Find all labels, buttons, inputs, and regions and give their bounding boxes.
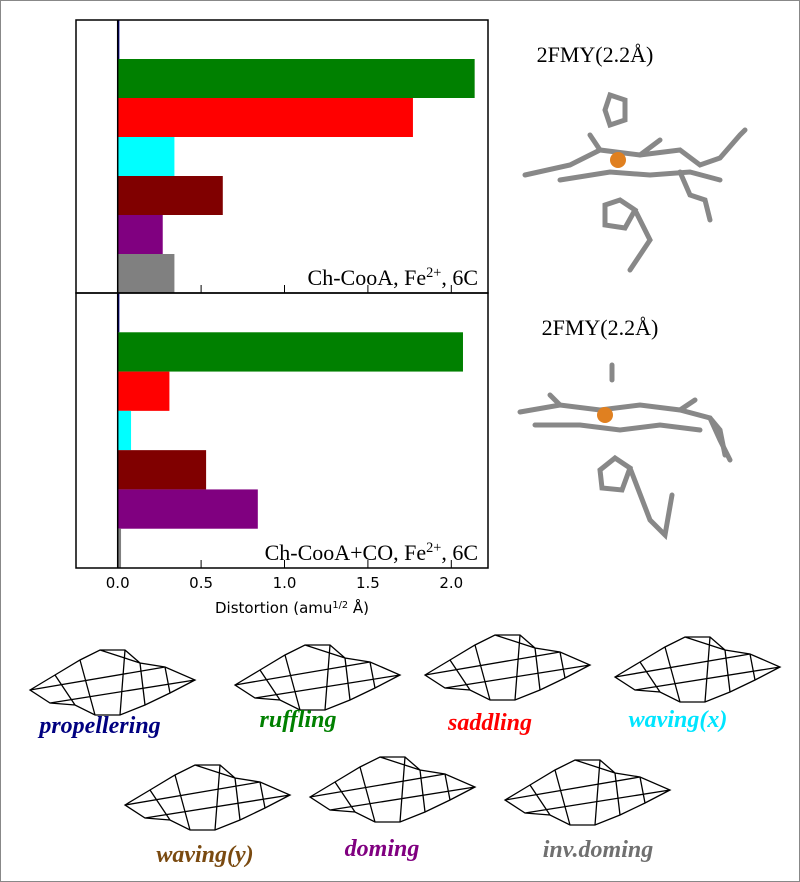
- bar: [117, 332, 463, 372]
- x-tick-label: 2.0: [439, 574, 463, 592]
- structure-label: 2FMY(2.2Å): [537, 42, 654, 67]
- mode-label: inv.doming: [543, 837, 653, 863]
- molecule-1: [522, 91, 748, 273]
- structure-label: 2FMY(2.2Å): [542, 315, 659, 340]
- text-part: 2+: [426, 265, 441, 281]
- mode-label: propellering: [37, 713, 160, 739]
- mode-sketch: [614, 636, 781, 703]
- bar: [117, 59, 475, 98]
- mode-label: saddling: [447, 710, 532, 736]
- bar: [117, 528, 122, 568]
- text-part: , 6C: [441, 540, 478, 565]
- mode-sketch: [309, 756, 476, 823]
- x-tick-label: 1.5: [356, 574, 380, 592]
- annotation: Ch-CooA+CO, Fe2+, 6C: [265, 540, 478, 565]
- mode-sketch: [234, 644, 401, 711]
- text-part: , 6C: [441, 265, 478, 290]
- annotation: Ch-CooA, Fe2+, 6C: [308, 265, 478, 290]
- bar: [117, 137, 175, 176]
- mode-label: doming: [345, 836, 420, 862]
- mode-sketch: [29, 649, 196, 716]
- bar: [117, 410, 132, 451]
- text-part: 2+: [426, 540, 441, 556]
- x-tick-label: 0.5: [189, 574, 213, 592]
- bar: [117, 215, 163, 254]
- mode-sketch: [504, 759, 671, 826]
- annotation: Distortion (amu1/2 Å): [215, 598, 369, 617]
- text-part: Ch-CooA, Fe: [308, 265, 427, 290]
- bar: [117, 254, 175, 293]
- mode-label: waving(y): [156, 842, 253, 868]
- x-tick-label: 1.0: [273, 574, 297, 592]
- molecule-2: [517, 362, 733, 541]
- mode-sketch: [424, 634, 591, 701]
- mode-sketch: [124, 764, 291, 831]
- bar: [117, 98, 413, 137]
- text-part: Ch-CooA+CO, Fe: [265, 540, 427, 565]
- bar: [117, 176, 223, 215]
- text-part: Distortion (amu: [215, 599, 332, 617]
- mode-label: waving(x): [629, 707, 728, 733]
- bar: [117, 450, 207, 490]
- bar: [117, 20, 120, 59]
- x-tick-label: 0.0: [106, 574, 130, 592]
- text-part: 1/2: [332, 600, 348, 611]
- bar: [117, 489, 258, 529]
- plot-frame: [75, 292, 489, 569]
- text-part: Å): [348, 598, 369, 617]
- bar: [117, 293, 120, 333]
- bar: [117, 371, 170, 411]
- mode-label: ruffling: [260, 707, 337, 733]
